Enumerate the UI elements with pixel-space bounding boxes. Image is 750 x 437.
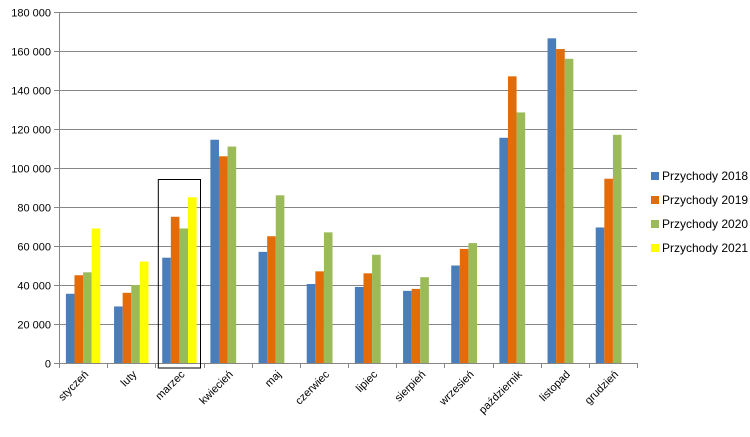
bar-przychody-2018-pazdziernik: [499, 137, 508, 363]
bar-przychody-2020-listopad: [564, 58, 574, 364]
bar-przychody-2020-luty: [131, 285, 140, 363]
x-tick-label-czerwiec: czerwiec: [293, 368, 332, 407]
grid-lines: [59, 12, 637, 325]
bar-przychody-2020-kwiecien: [227, 146, 237, 363]
bar-przychody-2018-luty: [114, 306, 123, 363]
x-tick-label-sierpien: sierpień: [393, 369, 429, 405]
x-tick-label-marzec: marzec: [154, 368, 188, 402]
bar-przychody-2019-sierpien: [411, 288, 421, 363]
bar-przychody-2019-wrzesien: [459, 248, 469, 363]
y-tick-label: 0: [45, 359, 51, 371]
bar-przychody-2020-pazdziernik: [516, 112, 526, 363]
axes: [54, 12, 638, 368]
bar-przychody-2019-lipiec: [363, 273, 373, 363]
bar-przychody-2021-styczen: [91, 228, 101, 363]
y-tick-label: 100 000: [11, 164, 51, 176]
bar-przychody-2020-styczen: [83, 272, 92, 363]
bar-przychody-2018-marzec: [162, 257, 171, 363]
bar-przychody-2018-listopad: [547, 38, 557, 363]
legend-label-przychody-2018: Przychody 2018: [662, 169, 748, 183]
x-tick-labels: styczeń luty marzec kwiecień maj czerwiec lipi…: [56, 368, 621, 416]
legend-label-przychody-2020: Przychody 2020: [662, 217, 748, 231]
y-tick-label: 140 000: [11, 86, 51, 98]
bar-przychody-2018-sierpien: [403, 290, 412, 363]
bar-przychody-2019-styczen: [74, 275, 84, 363]
legend-swatch-przychody-2021: [651, 244, 659, 252]
legend-swatch-przychody-2018: [651, 172, 659, 180]
bar-przychody-2018-maj: [258, 251, 268, 363]
bar-przychody-2018-styczen: [65, 293, 75, 363]
bar-przychody-2020-lipiec: [372, 254, 381, 363]
x-tick-label-grudzien: grudzień: [583, 369, 621, 407]
bar-przychody-2020-grudzien: [612, 134, 622, 363]
y-tick-label: 160 000: [11, 47, 51, 59]
x-tick-label-styczen: styczeń: [56, 369, 91, 404]
legend-label-przychody-2019: Przychody 2019: [662, 193, 748, 207]
y-tick-label: 80 000: [17, 203, 51, 215]
x-tick-label-maj: maj: [263, 369, 284, 390]
bar-przychody-2018-wrzesien: [451, 265, 460, 363]
bar-przychody-2019-pazdziernik: [507, 76, 517, 363]
x-tick-label-kwiecien: kwiecień: [197, 369, 235, 407]
legend-swatch-przychody-2019: [651, 196, 659, 204]
bar-przychody-2018-grudzien: [595, 227, 605, 363]
bar-przychody-2019-kwiecien: [218, 156, 228, 363]
bars: [65, 38, 622, 364]
bar-przychody-2019-grudzien: [604, 178, 613, 363]
bar-przychody-2021-marzec: [188, 197, 197, 363]
bar-przychody-2019-listopad: [556, 49, 565, 364]
y-tick-labels: 0 20 000 40 000 60 000 80 000 100 000 120 000 1…: [11, 8, 51, 371]
highlight-box-marzec: [157, 179, 202, 369]
bar-przychody-2020-wrzesien: [468, 243, 478, 363]
bar-przychody-2018-czerwiec: [306, 284, 316, 363]
y-tick-label: 20 000: [17, 320, 51, 332]
bar-przychody-2018-kwiecien: [210, 139, 219, 363]
legend-swatch-przychody-2020: [651, 220, 659, 228]
y-tick-label: 40 000: [17, 281, 51, 293]
y-tick-label: 180 000: [11, 8, 51, 20]
bar-przychody-2020-czerwiec: [323, 232, 333, 363]
bar-przychody-2018-lipiec: [354, 286, 364, 363]
legend-label-przychody-2021: Przychody 2021: [662, 241, 748, 255]
x-tick-label-wrzesien: wrzesień: [437, 369, 477, 409]
y-tick-label: 120 000: [11, 125, 51, 137]
x-tick-label-luty: luty: [119, 368, 140, 389]
x-tick-label-pazdziernik: październik: [477, 368, 525, 416]
bar-przychody-2020-marzec: [179, 228, 189, 363]
bar-przychody-2020-maj: [275, 195, 285, 363]
bar-przychody-2020-sierpien: [420, 277, 429, 363]
x-tick-label-listopad: listopad: [538, 369, 573, 404]
y-tick-label: 60 000: [17, 242, 51, 254]
bar-przychody-2021-luty: [139, 261, 149, 363]
bar-przychody-2019-marzec: [170, 216, 180, 363]
bar-przychody-2019-maj: [267, 236, 276, 363]
bar-przychody-2019-czerwiec: [315, 271, 324, 363]
x-tick-label-lipiec: lipiec: [354, 368, 381, 395]
highlight: [157, 179, 202, 369]
bar-przychody-2019-luty: [122, 292, 132, 363]
legend: Przychody 2018 Przychody 2019 Przychody 20…: [651, 169, 748, 255]
